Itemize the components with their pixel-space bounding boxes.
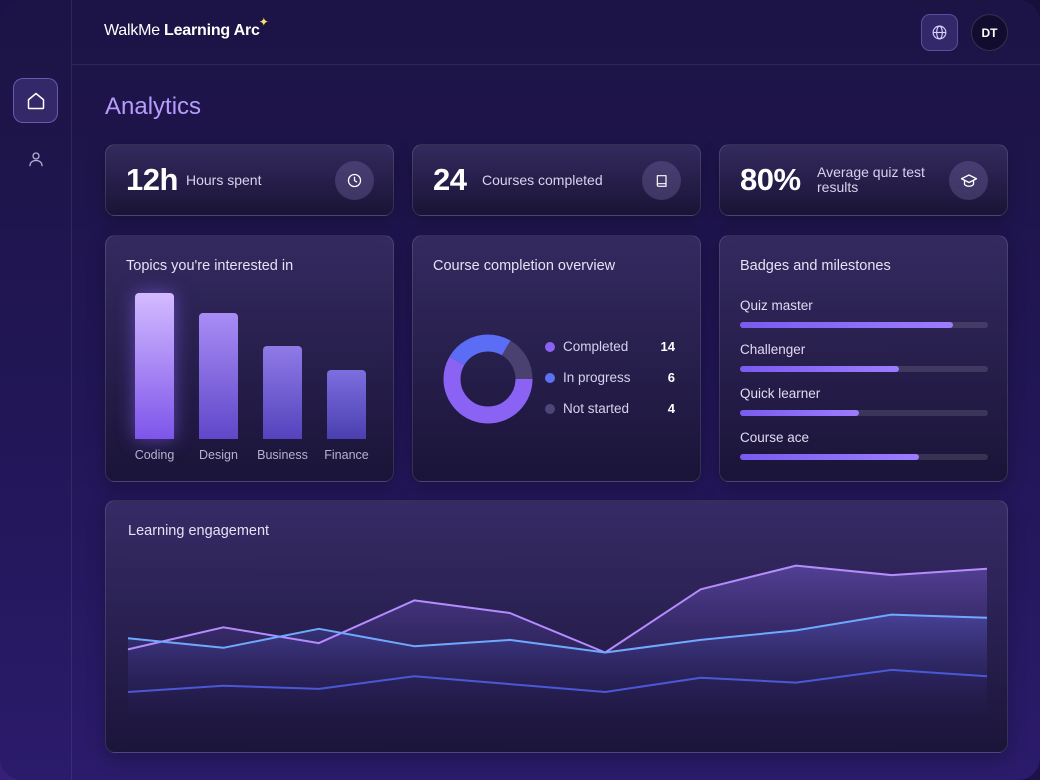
stat-icon-badge — [335, 161, 374, 200]
bar-design[interactable] — [199, 313, 238, 439]
badge-progress-track — [740, 366, 988, 372]
engagement-line-chart — [127, 564, 988, 716]
app-logo[interactable]: WalkMe Learning Arc ✦ — [104, 15, 269, 40]
bar-label: Coding — [134, 448, 175, 462]
sidebar-item-profile[interactable] — [13, 136, 58, 181]
card-title: Badges and milestones — [740, 258, 891, 274]
series-line-2[interactable] — [127, 668, 988, 693]
legend-dot — [545, 342, 555, 352]
bar-finance[interactable] — [327, 370, 366, 439]
user-icon — [28, 151, 43, 166]
series-line-1[interactable] — [127, 613, 988, 654]
card-title: Learning engagement — [128, 523, 270, 539]
badge-progress-fill — [740, 410, 860, 416]
bar-label: Business — [257, 448, 308, 462]
page-title: Analytics — [105, 93, 202, 120]
topics-card: Topics you're interested in Coding Design… — [105, 235, 394, 482]
legend-value: 4 — [667, 401, 675, 416]
stat-value: 80% — [740, 162, 801, 197]
logo-text-learning-arc: Learning Arc — [164, 22, 260, 39]
stat-value: 12h — [126, 162, 178, 197]
top-header: WalkMe Learning Arc ✦ DT — [72, 0, 1040, 65]
badge-label: Challenger — [740, 342, 806, 357]
donut-slice-in-progress[interactable] — [443, 334, 533, 424]
series-line-0[interactable] — [127, 564, 988, 654]
badge-progress-fill — [740, 454, 919, 460]
legend-item-not-started: Not started 4 — [545, 401, 675, 417]
badge-progress-track — [740, 322, 988, 328]
legend-value: 14 — [660, 339, 675, 354]
badge-label: Quick learner — [740, 386, 821, 401]
badge-progress-track — [740, 410, 988, 416]
bar-label: Design — [199, 448, 238, 462]
completion-donut-chart — [443, 334, 533, 424]
legend-item-completed: Completed 14 — [545, 339, 675, 355]
legend-value: 6 — [667, 370, 675, 385]
legend-dot — [545, 373, 555, 383]
home-icon — [27, 92, 44, 109]
donut-slice-not-started[interactable] — [443, 334, 533, 424]
stat-icon-badge — [949, 161, 988, 200]
legend-label: Not started — [563, 401, 630, 416]
stat-icon-badge — [642, 161, 681, 200]
sidebar — [0, 0, 72, 780]
badge-progress-fill — [740, 322, 954, 328]
graduation-cap-icon — [960, 173, 977, 187]
bar-coding[interactable] — [135, 293, 174, 439]
book-icon — [656, 174, 667, 187]
stat-label: Courses completed — [482, 172, 603, 188]
badges-card: Badges and milestones Quiz master Challen… — [719, 235, 1008, 482]
badge-progress-fill — [740, 366, 899, 372]
bar-business[interactable] — [263, 345, 302, 439]
stat-label: Average quiz test results — [817, 164, 925, 195]
series-area-1 — [128, 614, 987, 716]
completion-card: Course completion overview Completed 14 … — [412, 235, 701, 482]
stat-card-courses: 24 Courses completed — [412, 144, 701, 216]
globe-icon — [932, 25, 947, 40]
language-button[interactable] — [921, 14, 958, 51]
badge-label: Quiz master — [740, 298, 813, 313]
card-title: Course completion overview — [433, 258, 616, 274]
sparkle-icon: ✦ — [258, 15, 269, 29]
user-avatar[interactable]: DT — [971, 14, 1008, 51]
card-title: Topics you're interested in — [126, 258, 294, 274]
badge-progress-track — [740, 454, 988, 460]
stat-label: Hours spent — [186, 172, 262, 188]
legend-label: Completed — [563, 339, 629, 354]
stat-card-quiz: 80% Average quiz test results — [719, 144, 1008, 216]
legend-dot — [545, 404, 555, 414]
stat-value: 24 — [433, 162, 467, 197]
clock-icon — [347, 173, 362, 188]
sidebar-item-home[interactable] — [13, 78, 58, 123]
engagement-card: Learning engagement — [105, 500, 1008, 753]
legend-item-in-progress: In progress 6 — [545, 370, 675, 386]
logo-text-walkme: WalkMe — [104, 22, 160, 39]
bar-label: Finance — [324, 448, 369, 462]
stat-card-hours: 12h Hours spent — [105, 144, 394, 216]
legend-label: In progress — [563, 370, 631, 385]
badge-label: Course ace — [740, 430, 810, 445]
